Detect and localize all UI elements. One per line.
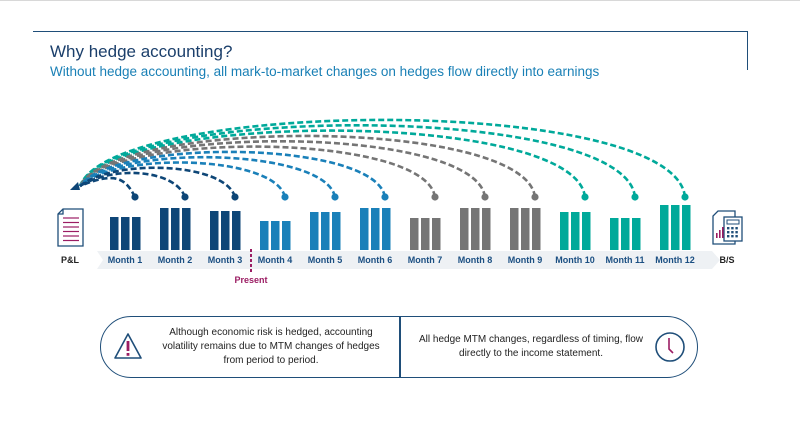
month-bars xyxy=(660,205,691,250)
flow-arc xyxy=(78,150,389,201)
month-label: Month 5 xyxy=(308,255,343,265)
month-label: Month 10 xyxy=(555,255,595,265)
calculator-report-icon xyxy=(712,210,743,245)
month-label: Month 11 xyxy=(605,255,644,265)
month-label: Month 9 xyxy=(508,255,543,265)
timeline-ribbon xyxy=(97,251,720,269)
month-label: Month 4 xyxy=(258,255,293,265)
month-label: Month 1 xyxy=(108,255,143,265)
month-bars xyxy=(260,221,291,250)
flow-arc xyxy=(79,176,139,201)
month-bars xyxy=(510,208,541,250)
month-label: Month 2 xyxy=(158,255,193,265)
month-label: Month 8 xyxy=(458,255,493,265)
month-label: Month 7 xyxy=(408,255,443,265)
month-bars xyxy=(460,208,491,250)
month-bars xyxy=(110,217,141,250)
month-label: Month 12 xyxy=(655,255,695,265)
month-bars xyxy=(610,218,641,250)
top-border xyxy=(0,0,800,1)
bs-label: B/S xyxy=(719,255,734,265)
flow-arc xyxy=(78,129,589,201)
clock-icon xyxy=(655,332,685,362)
flow-arc xyxy=(78,118,689,201)
month-bars xyxy=(160,208,191,250)
arrowhead-icon xyxy=(70,182,80,190)
month-bars xyxy=(560,212,591,250)
hedge-timeline-diagram: Month 1 Month 2 Month 3 Month 4 Month 5 Month… xyxy=(57,118,743,285)
page-subtitle: Without hedge accounting, all mark-to-ma… xyxy=(50,64,600,79)
page-title: Why hedge accounting? xyxy=(50,42,233,61)
flow-arc xyxy=(78,145,439,201)
callout-left-text: Although economic risk is hedged, accoun… xyxy=(162,327,380,366)
month-bars xyxy=(310,212,341,250)
document-icon xyxy=(57,208,84,247)
month-bars xyxy=(410,218,441,250)
callout-box: Although economic risk is hedged, accoun… xyxy=(100,316,698,378)
flow-arc xyxy=(79,166,239,201)
flow-arc xyxy=(78,123,639,201)
callout-right-text: All hedge MTM changes, regardless of tim… xyxy=(419,334,643,359)
callout-divider xyxy=(399,317,401,377)
month-bars xyxy=(210,211,241,250)
title-frame xyxy=(33,31,748,70)
month-label: Month 6 xyxy=(358,255,393,265)
flow-arc xyxy=(79,161,289,201)
month-label: Month 3 xyxy=(208,255,243,265)
pnl-label: P&L xyxy=(61,255,80,265)
flow-arc xyxy=(79,171,189,201)
flow-arc xyxy=(78,139,489,201)
month-bars xyxy=(360,208,391,250)
warning-icon xyxy=(114,333,142,359)
present-label: Present xyxy=(234,275,267,285)
